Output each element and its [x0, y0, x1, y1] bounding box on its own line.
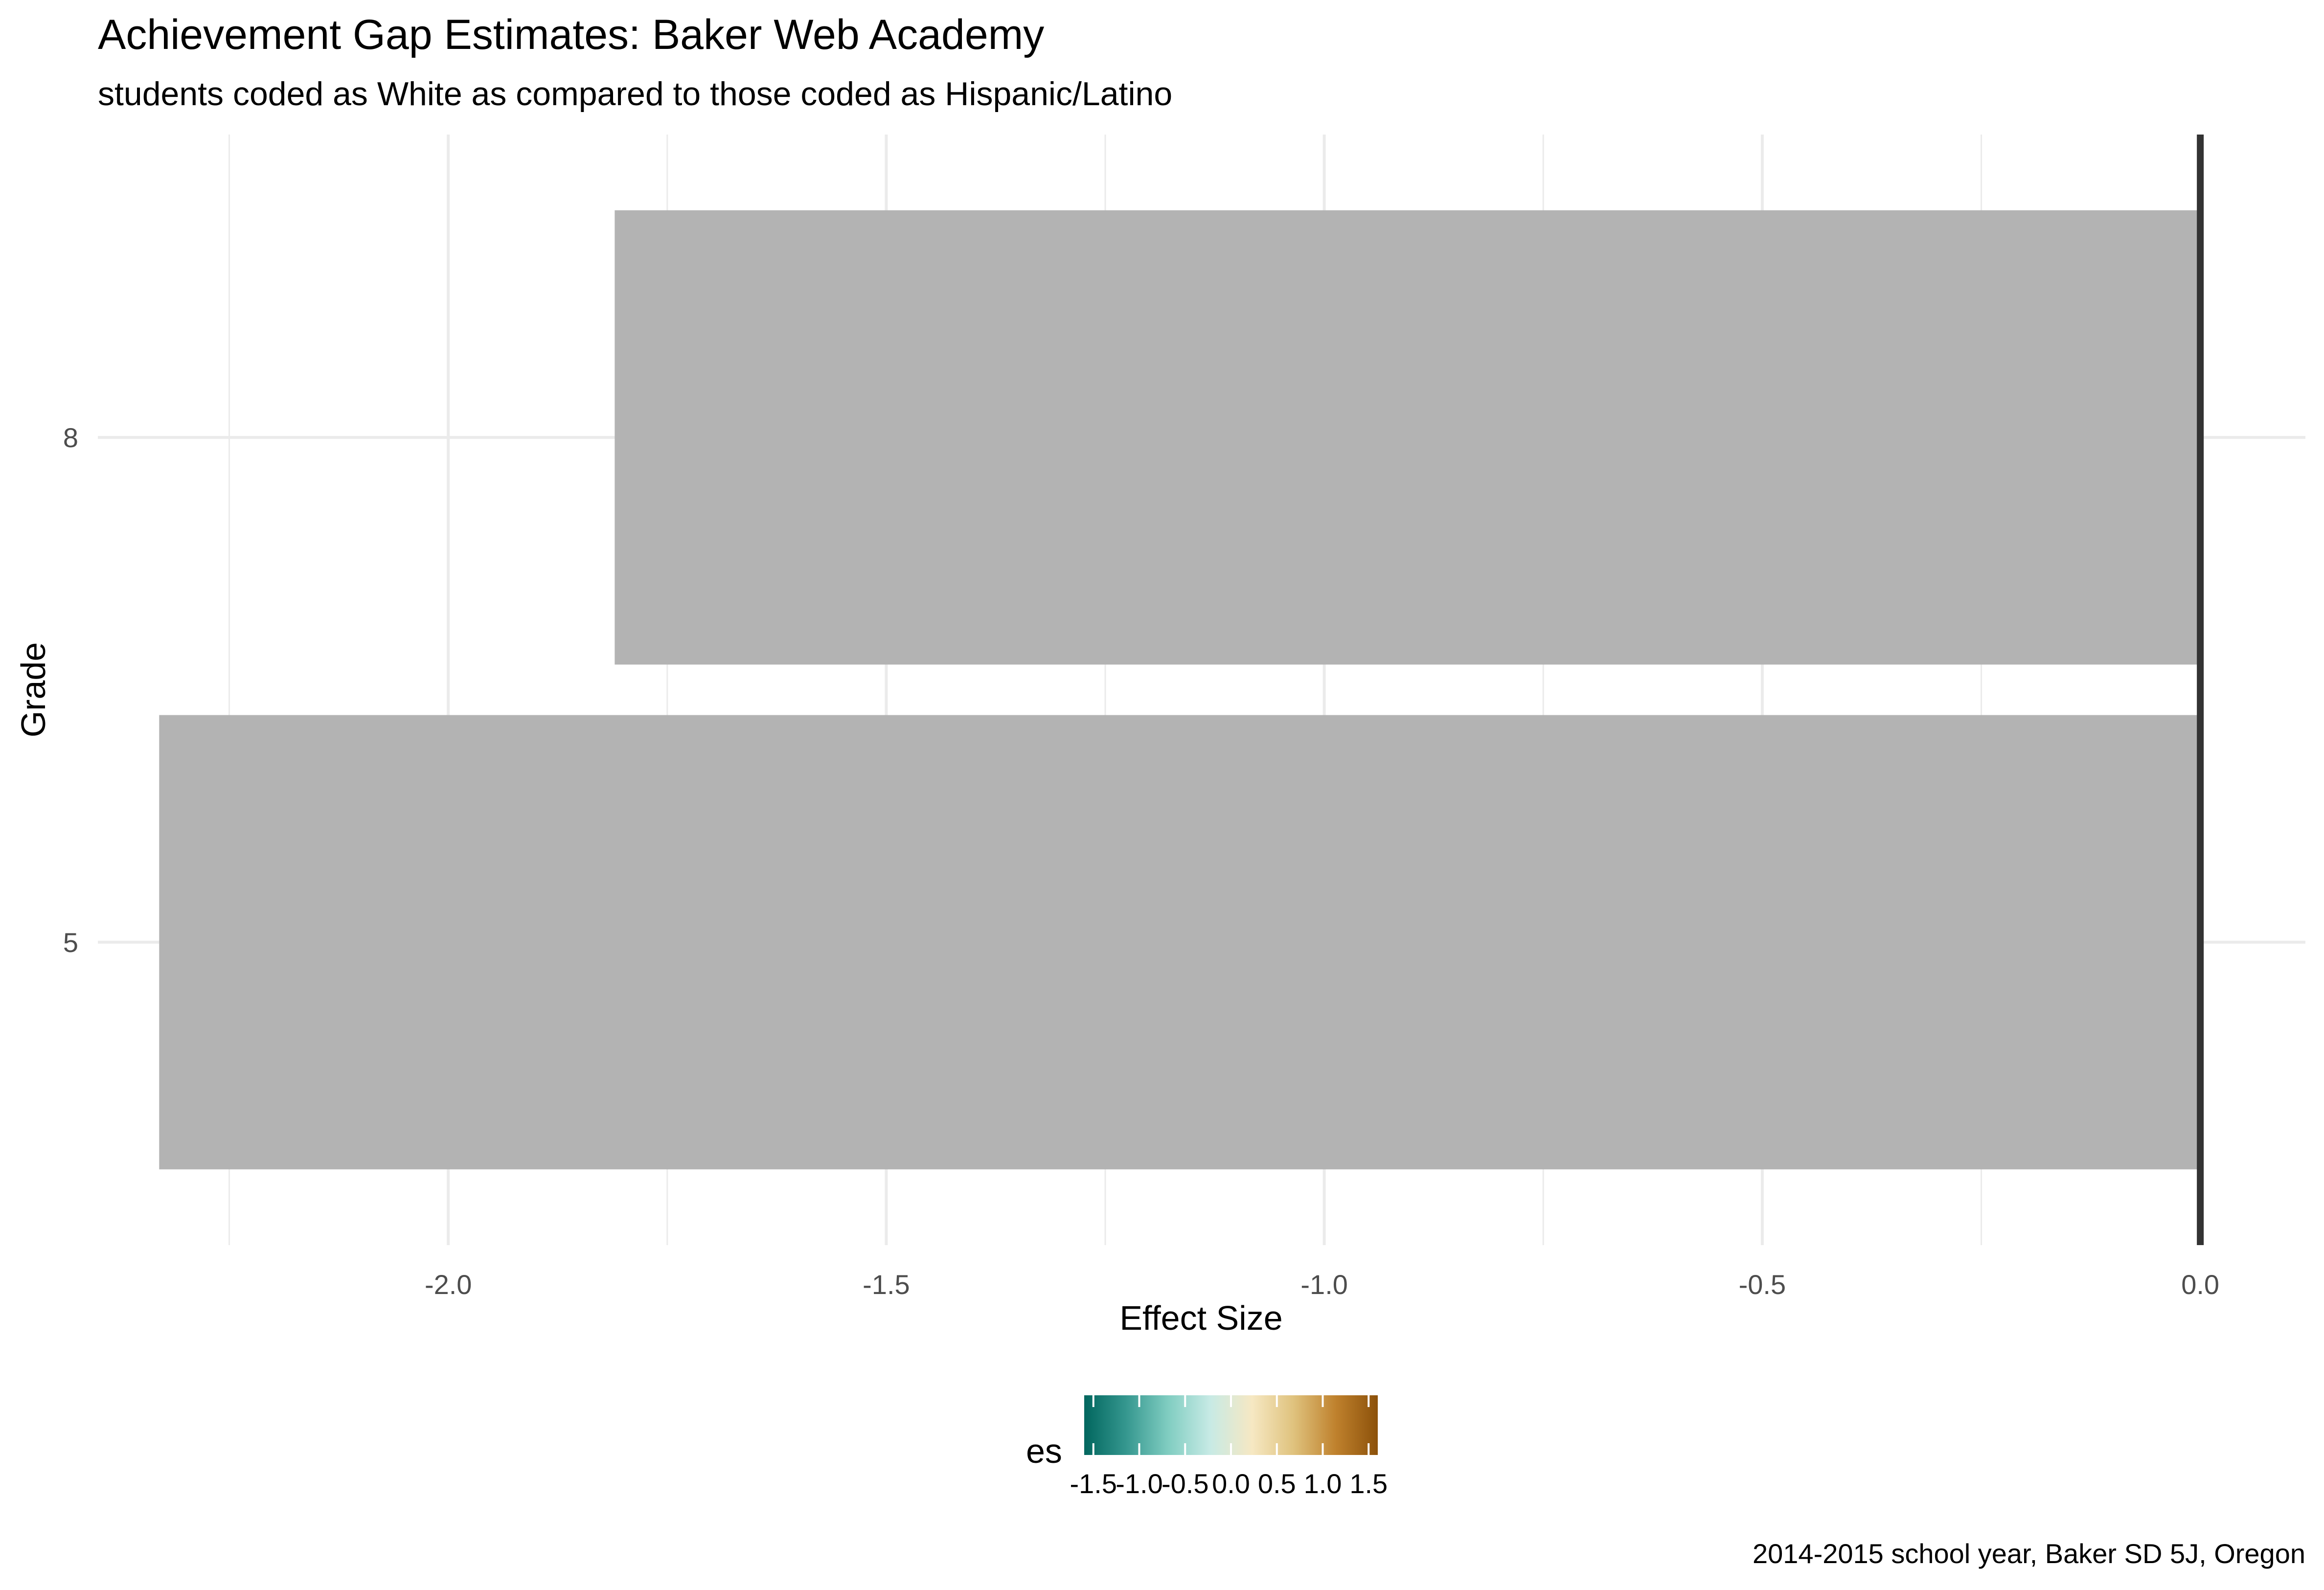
chart-title: Achievement Gap Estimates: Baker Web Aca…: [98, 11, 1044, 58]
x-axis-title: Effect Size: [1119, 1299, 1282, 1337]
bar-grade-8: [615, 210, 2201, 665]
legend-title: es: [1026, 1432, 1062, 1470]
y-axis-ticks: 58: [63, 422, 78, 958]
chart-caption: 2014-2015 school year, Baker SD 5J, Oreg…: [1753, 1538, 2305, 1569]
chart-subtitle: students coded as White as compared to t…: [98, 75, 1172, 113]
legend-tick-label: -1.5: [1070, 1468, 1117, 1499]
legend-tick-label: 0.0: [1212, 1468, 1250, 1499]
legend-tick-label: 1.5: [1349, 1468, 1388, 1499]
y-tick-label: 5: [63, 927, 78, 958]
bar-grade-5: [159, 715, 2201, 1170]
legend: es -1.5-1.0-0.5 0.0 0.5 1.0 1.5: [1026, 1395, 1388, 1499]
legend-tick-label: -0.5: [1162, 1468, 1209, 1499]
x-tick-label: -1.0: [1300, 1269, 1348, 1300]
legend-tick-label: 1.0: [1304, 1468, 1342, 1499]
x-axis-ticks: -2.0 -1.5 -1.0 -0.5 0.0: [425, 1269, 2219, 1300]
y-axis-title: Grade: [14, 642, 52, 738]
x-tick-label: -2.0: [425, 1269, 472, 1300]
x-tick-label: -1.5: [863, 1269, 910, 1300]
legend-tick-label: -1.0: [1116, 1468, 1163, 1499]
legend-tick-label: 0.5: [1258, 1468, 1296, 1499]
x-tick-label: -0.5: [1739, 1269, 1786, 1300]
bars: [159, 210, 2201, 1170]
x-tick-label: 0.0: [2181, 1269, 2219, 1300]
y-tick-label: 8: [63, 422, 78, 453]
